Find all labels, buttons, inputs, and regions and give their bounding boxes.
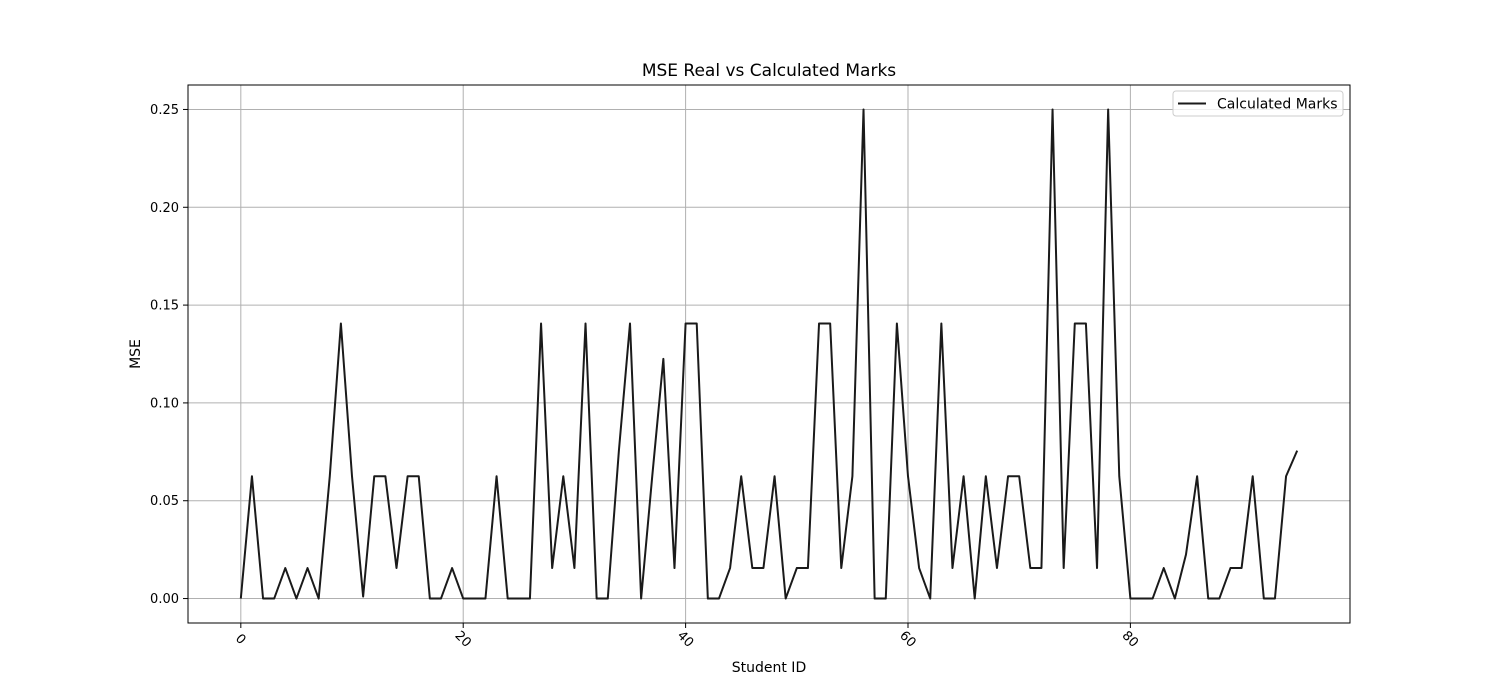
y-tick-label: 0.10 bbox=[150, 396, 179, 411]
legend-box bbox=[1172, 90, 1344, 117]
legend: Calculated Marks bbox=[1172, 90, 1344, 117]
y-tick-label: 0.00 bbox=[150, 592, 179, 607]
y-tick-label: 0.05 bbox=[150, 494, 179, 509]
legend-label: Calculated Marks bbox=[1217, 97, 1338, 113]
y-tick-label: 0.25 bbox=[150, 103, 179, 118]
y-tick-label: 0.20 bbox=[150, 201, 179, 216]
ticks-layer: 0.000.050.100.150.200.250 20 40 60 80 bbox=[150, 103, 1141, 651]
plot-frame bbox=[187, 84, 1351, 624]
y-tick-label: 0.15 bbox=[150, 299, 179, 314]
series-line bbox=[239, 108, 1299, 600]
y-axis-label: MSE bbox=[128, 339, 144, 369]
series-layer bbox=[239, 108, 1299, 600]
x-axis-label: Student ID bbox=[732, 660, 806, 676]
grid-layer bbox=[188, 85, 1350, 623]
chart-title: MSE Real vs Calculated Marks bbox=[642, 61, 896, 81]
